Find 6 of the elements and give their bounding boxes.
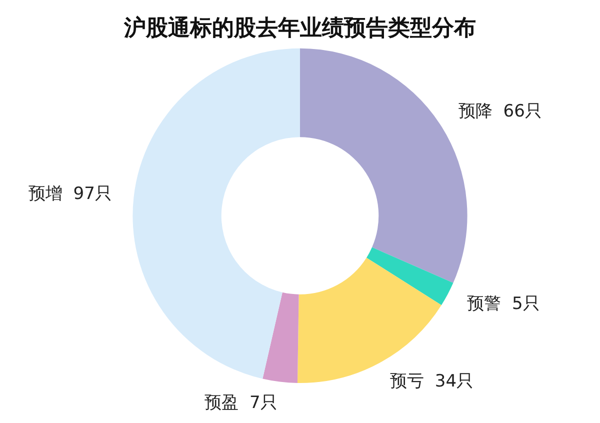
chart-title: 沪股通标的股去年业绩预告类型分布 bbox=[123, 14, 476, 41]
slice-label: 预警 5只 bbox=[467, 294, 540, 314]
slice-label: 预盈 7只 bbox=[204, 393, 278, 414]
slice-label: 预亏 34只 bbox=[390, 372, 474, 392]
slice-label: 预降 66只 bbox=[458, 102, 542, 122]
slice-label: 预增 97只 bbox=[28, 184, 112, 204]
